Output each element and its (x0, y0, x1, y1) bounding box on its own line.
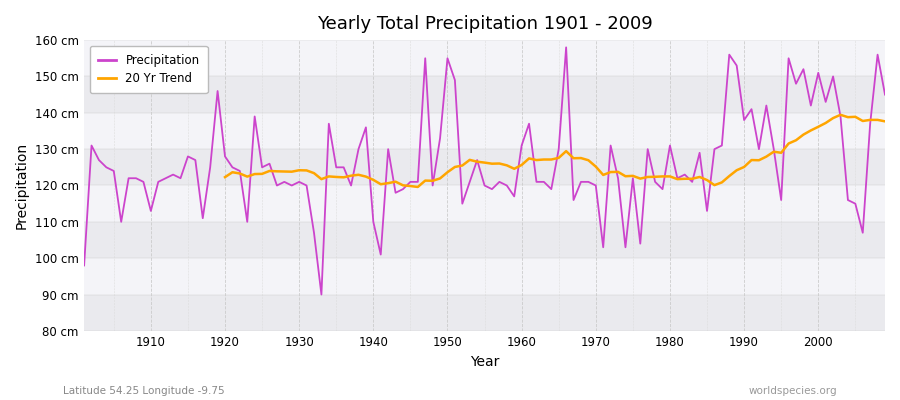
Bar (84, 40, 885, 76)
Bar (84, 113, 885, 149)
Bar (84, 186, 885, 222)
Title: Yearly Total Precipitation 1901 - 2009: Yearly Total Precipitation 1901 - 2009 (317, 15, 652, 33)
Bar (84, 222, 885, 258)
Bar (84, 149, 885, 186)
X-axis label: Year: Year (470, 355, 500, 369)
Text: worldspecies.org: worldspecies.org (749, 386, 837, 396)
Y-axis label: Precipitation: Precipitation (15, 142, 29, 229)
Legend: Precipitation, 20 Yr Trend: Precipitation, 20 Yr Trend (90, 46, 208, 93)
Text: Latitude 54.25 Longitude -9.75: Latitude 54.25 Longitude -9.75 (63, 386, 225, 396)
Bar (84, 294, 885, 331)
Bar (84, 76, 885, 113)
Bar (84, 258, 885, 294)
